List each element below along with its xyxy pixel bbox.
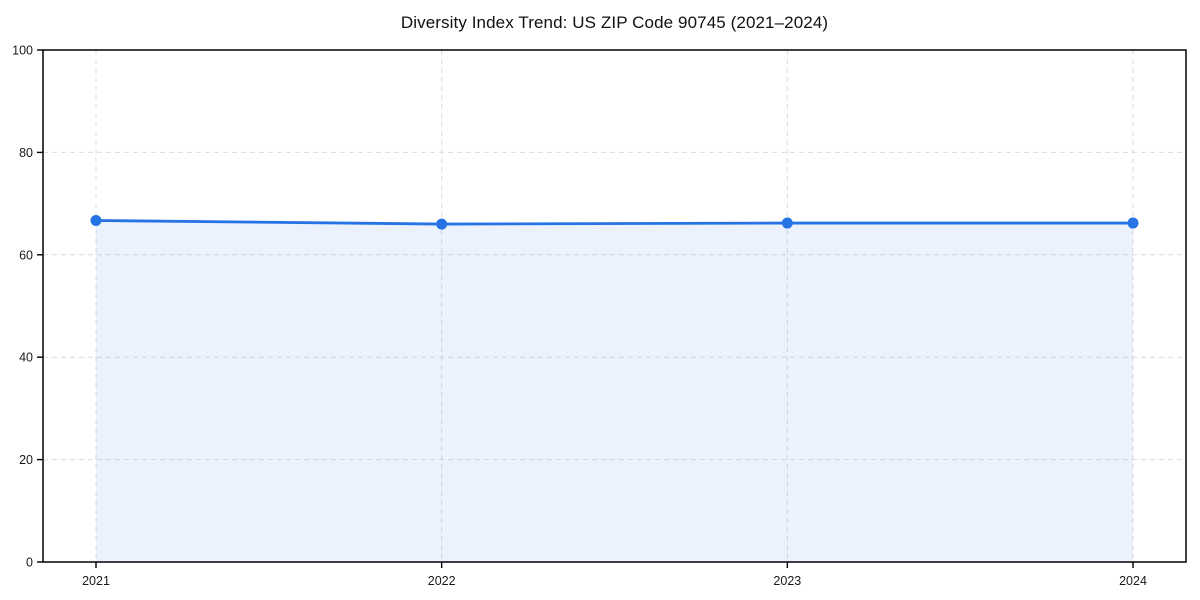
y-tick-label: 100 [12, 44, 33, 58]
y-tick-label: 40 [19, 351, 33, 365]
x-tick-label: 2023 [773, 574, 801, 588]
x-tick-label: 2022 [428, 574, 456, 588]
x-tick-label: 2024 [1119, 574, 1147, 588]
y-tick-label: 80 [19, 146, 33, 160]
trend-line [94, 219, 1135, 226]
data-point-2022 [436, 218, 448, 230]
y-tick-label: 60 [19, 248, 33, 262]
y-tick-label: 0 [26, 556, 33, 570]
data-point-2023 [781, 217, 793, 229]
data-point-2024 [1127, 217, 1139, 229]
area-fill [96, 220, 1133, 562]
plot-frame [42, 49, 1187, 563]
chart-title: Diversity Index Trend: US ZIP Code 90745… [400, 13, 829, 32]
data-point-2021 [90, 214, 102, 226]
y-tick-label: 20 [19, 453, 33, 467]
x-tick-label: 2021 [82, 574, 110, 588]
